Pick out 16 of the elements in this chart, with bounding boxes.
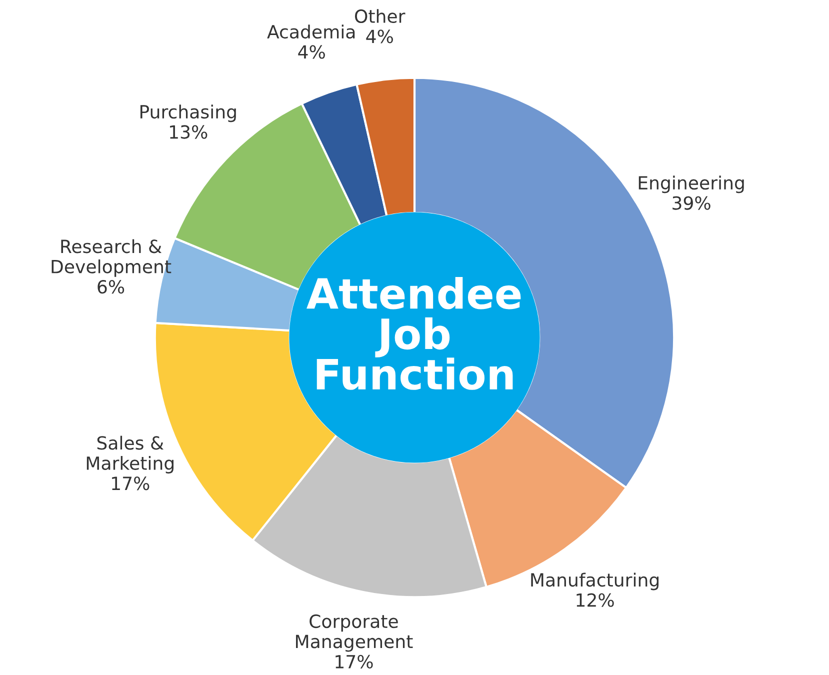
slice-label: Other	[355, 9, 406, 24]
data-label: 12%	[576, 593, 614, 607]
data-label: 6%	[98, 280, 124, 294]
data-label: 13%	[170, 125, 208, 139]
data-label: 17%	[336, 654, 373, 669]
slice-label: Manufacturing	[531, 572, 659, 590]
data-label: 4%	[298, 45, 325, 59]
slice-label: Purchasing	[140, 104, 236, 122]
slice-label: Sales & Marketing	[86, 436, 174, 474]
slice-label: Corporate Management	[296, 614, 413, 652]
slice-label: Academia	[267, 24, 355, 39]
data-label: 39%	[672, 196, 710, 210]
data-label: 4%	[366, 30, 393, 44]
text: Attendee Job Function	[306, 277, 521, 390]
data-label: 17%	[112, 476, 150, 490]
slice-label: Engineering	[638, 176, 744, 194]
